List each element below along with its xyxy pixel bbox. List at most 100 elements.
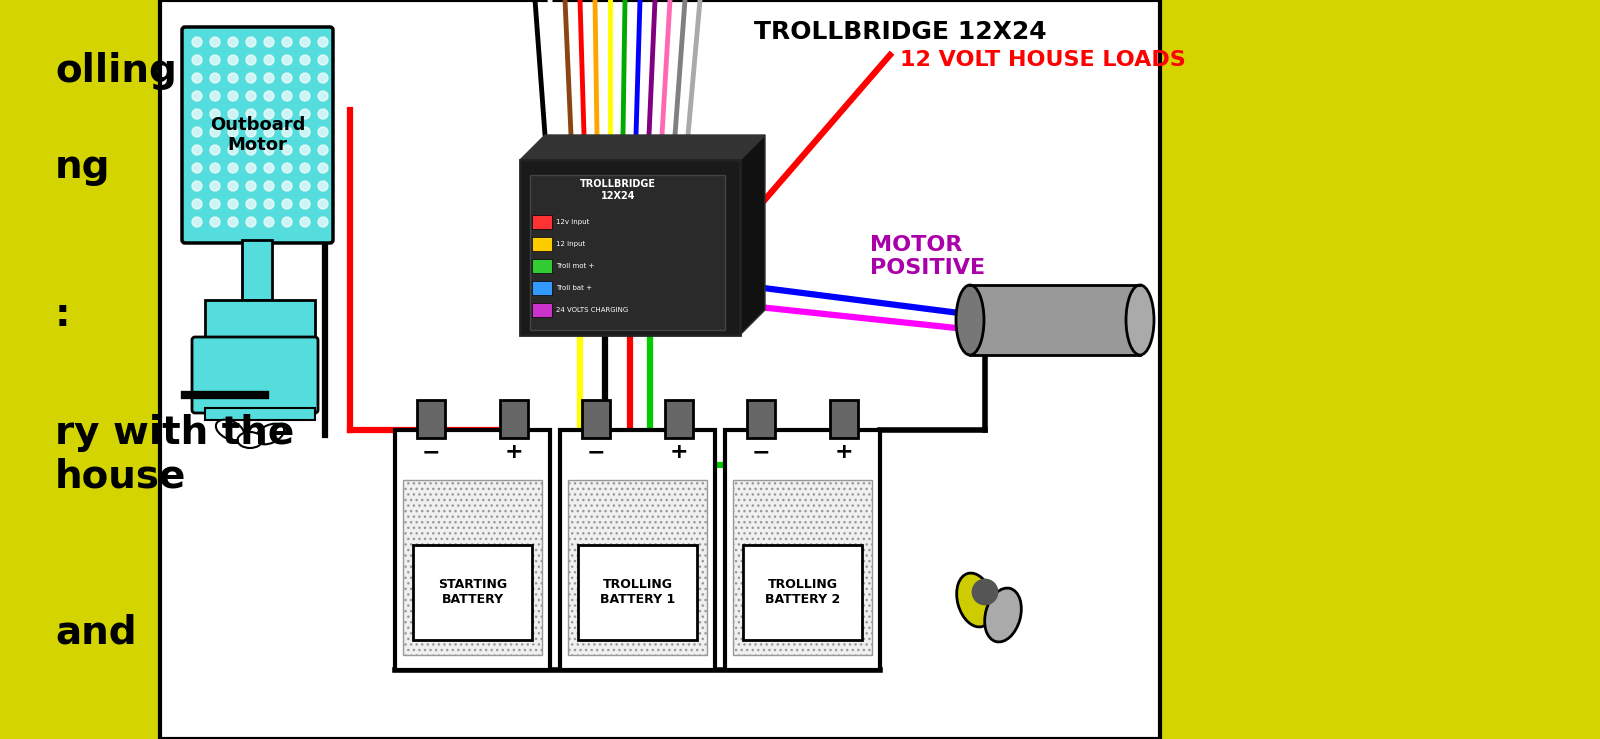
Circle shape <box>318 73 328 83</box>
Circle shape <box>246 199 256 209</box>
Text: olling: olling <box>54 52 178 89</box>
Bar <box>578 545 698 640</box>
Circle shape <box>229 199 238 209</box>
Bar <box>403 480 542 655</box>
Circle shape <box>210 109 221 119</box>
Circle shape <box>192 109 202 119</box>
Circle shape <box>229 109 238 119</box>
Circle shape <box>229 217 238 227</box>
Text: +: + <box>504 442 523 462</box>
Circle shape <box>318 109 328 119</box>
Circle shape <box>264 109 274 119</box>
Bar <box>733 480 872 655</box>
Circle shape <box>246 73 256 83</box>
Text: 12v input: 12v input <box>557 219 589 225</box>
Bar <box>970 285 1139 355</box>
Bar <box>531 281 552 295</box>
Text: Troll bat +: Troll bat + <box>557 285 592 291</box>
Bar <box>747 400 774 438</box>
Circle shape <box>246 37 256 47</box>
Circle shape <box>210 181 221 191</box>
Circle shape <box>210 127 221 137</box>
Bar <box>531 237 552 251</box>
Circle shape <box>301 163 310 173</box>
Circle shape <box>210 55 221 65</box>
Circle shape <box>301 127 310 137</box>
Text: +: + <box>835 442 853 462</box>
Circle shape <box>282 217 291 227</box>
Circle shape <box>210 73 221 83</box>
Circle shape <box>264 55 274 65</box>
Circle shape <box>973 580 997 604</box>
Circle shape <box>318 181 328 191</box>
Circle shape <box>318 217 328 227</box>
Circle shape <box>264 127 274 137</box>
FancyBboxPatch shape <box>192 337 318 413</box>
Polygon shape <box>739 135 765 335</box>
Circle shape <box>282 37 291 47</box>
Bar <box>531 215 552 229</box>
Text: TROLLING
BATTERY 1: TROLLING BATTERY 1 <box>600 578 675 606</box>
Text: −: − <box>587 442 605 462</box>
Ellipse shape <box>237 432 262 448</box>
Bar <box>568 480 707 655</box>
Circle shape <box>246 217 256 227</box>
Circle shape <box>210 37 221 47</box>
Text: ry with the
house: ry with the house <box>54 414 294 496</box>
Text: :: : <box>54 296 70 333</box>
Bar <box>830 400 858 438</box>
Circle shape <box>318 55 328 65</box>
Bar <box>205 300 315 345</box>
Circle shape <box>282 181 291 191</box>
Circle shape <box>282 145 291 155</box>
Text: −: − <box>752 442 770 462</box>
Circle shape <box>301 145 310 155</box>
Circle shape <box>301 37 310 47</box>
Ellipse shape <box>216 420 245 440</box>
Text: 12 Input: 12 Input <box>557 241 586 247</box>
Ellipse shape <box>957 573 994 627</box>
Circle shape <box>210 163 221 173</box>
Circle shape <box>264 145 274 155</box>
FancyBboxPatch shape <box>182 27 333 243</box>
Ellipse shape <box>984 588 1021 642</box>
Circle shape <box>229 55 238 65</box>
Circle shape <box>301 217 310 227</box>
Circle shape <box>210 145 221 155</box>
Circle shape <box>282 199 291 209</box>
Text: +: + <box>670 442 688 462</box>
Text: and: and <box>54 613 136 651</box>
Circle shape <box>301 109 310 119</box>
Circle shape <box>264 217 274 227</box>
Circle shape <box>229 163 238 173</box>
Circle shape <box>301 55 310 65</box>
Text: −: − <box>422 442 440 462</box>
Circle shape <box>282 109 291 119</box>
Polygon shape <box>520 135 765 160</box>
Circle shape <box>301 199 310 209</box>
Circle shape <box>246 181 256 191</box>
Circle shape <box>192 163 202 173</box>
Circle shape <box>264 37 274 47</box>
Text: TROLLBRIDGE
12X24: TROLLBRIDGE 12X24 <box>579 179 656 201</box>
Circle shape <box>192 181 202 191</box>
Bar <box>520 160 739 335</box>
Bar <box>413 545 531 640</box>
Bar <box>582 400 610 438</box>
Circle shape <box>192 73 202 83</box>
Circle shape <box>264 199 274 209</box>
Circle shape <box>229 127 238 137</box>
Circle shape <box>264 73 274 83</box>
Circle shape <box>318 145 328 155</box>
Ellipse shape <box>256 423 285 444</box>
Bar <box>531 303 552 317</box>
Circle shape <box>282 163 291 173</box>
Circle shape <box>282 55 291 65</box>
Ellipse shape <box>1126 285 1154 355</box>
Circle shape <box>229 73 238 83</box>
Circle shape <box>282 127 291 137</box>
Circle shape <box>192 199 202 209</box>
Bar <box>531 259 552 273</box>
Bar <box>666 400 693 438</box>
Bar <box>418 400 445 438</box>
